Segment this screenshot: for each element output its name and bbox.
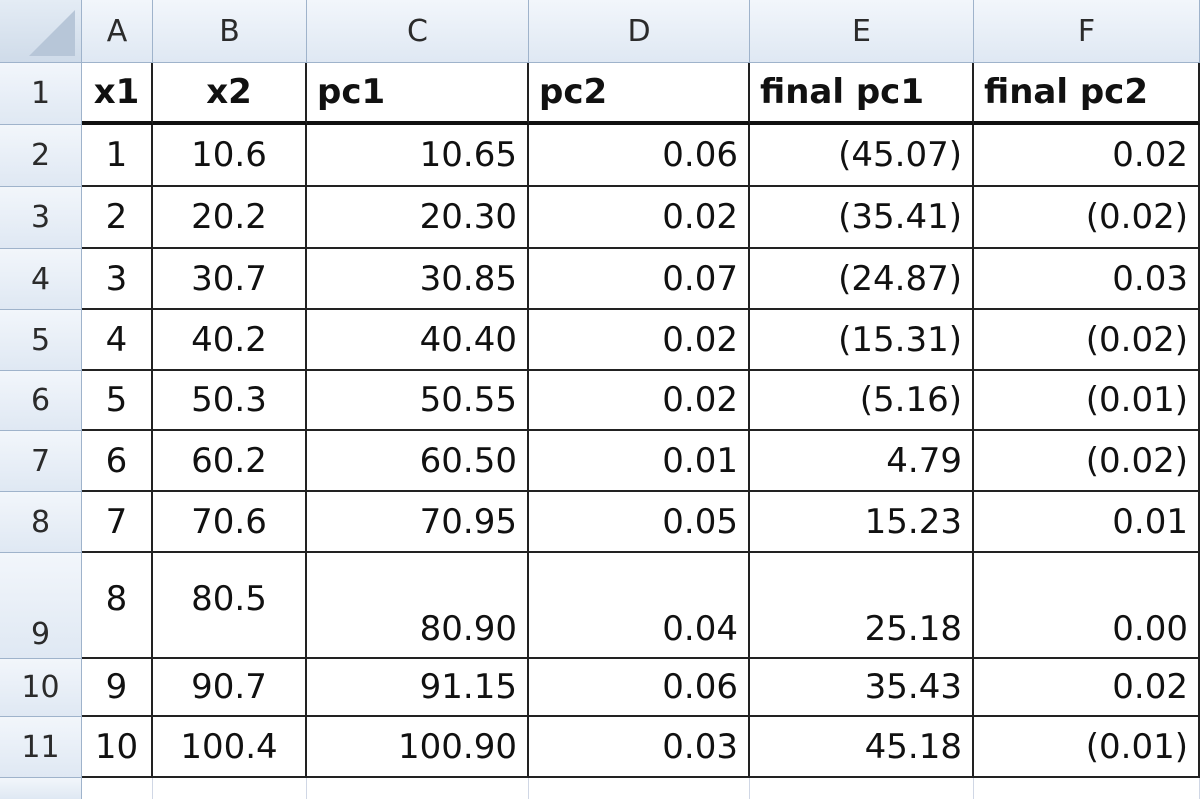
cell-d8[interactable]: 0.05 — [529, 492, 750, 553]
cell-c8[interactable]: 70.95 — [307, 492, 529, 553]
cell-b2[interactable]: 10.6 — [153, 125, 307, 187]
cell-a5[interactable]: 4 — [82, 310, 153, 371]
cell-c3[interactable]: 20.30 — [307, 187, 529, 249]
row-header-2[interactable]: 2 — [0, 125, 82, 187]
cell-c7[interactable]: 60.50 — [307, 431, 529, 492]
cell-c5[interactable]: 40.40 — [307, 310, 529, 371]
row-header-4[interactable]: 4 — [0, 249, 82, 310]
cell-f11[interactable]: (0.01) — [974, 717, 1200, 778]
row-header-3[interactable]: 3 — [0, 187, 82, 249]
cell-b7[interactable]: 60.2 — [153, 431, 307, 492]
select-all-icon — [29, 10, 75, 56]
cell-c4[interactable]: 30.85 — [307, 249, 529, 310]
cell-f9[interactable]: 0.00 — [974, 553, 1200, 659]
cell-a11[interactable]: 10 — [82, 717, 153, 778]
cell-b5[interactable]: 40.2 — [153, 310, 307, 371]
cell-f1[interactable]: final pc2 — [974, 63, 1200, 125]
cell-e4[interactable]: (24.87) — [750, 249, 974, 310]
cell-f10[interactable]: 0.02 — [974, 659, 1200, 717]
cell-b3[interactable]: 20.2 — [153, 187, 307, 249]
cell-d11[interactable]: 0.03 — [529, 717, 750, 778]
cell-e8[interactable]: 15.23 — [750, 492, 974, 553]
cell-e2[interactable]: (45.07) — [750, 125, 974, 187]
cell-f3[interactable]: (0.02) — [974, 187, 1200, 249]
cell-b1[interactable]: x2 — [153, 63, 307, 125]
empty-cell[interactable] — [750, 778, 974, 799]
row-header-8[interactable]: 8 — [0, 492, 82, 553]
cell-d2[interactable]: 0.06 — [529, 125, 750, 187]
cell-a4[interactable]: 3 — [82, 249, 153, 310]
cell-d1[interactable]: pc2 — [529, 63, 750, 125]
column-header-f[interactable]: F — [974, 0, 1200, 63]
row-header-1[interactable]: 1 — [0, 63, 82, 125]
cell-e7[interactable]: 4.79 — [750, 431, 974, 492]
cell-a2[interactable]: 1 — [82, 125, 153, 187]
empty-cell[interactable] — [974, 778, 1200, 799]
cell-c1[interactable]: pc1 — [307, 63, 529, 125]
cell-a6[interactable]: 5 — [82, 371, 153, 431]
cell-e10[interactable]: 35.43 — [750, 659, 974, 717]
cell-a1[interactable]: x1 — [82, 63, 153, 125]
cell-e6[interactable]: (5.16) — [750, 371, 974, 431]
cell-a3[interactable]: 2 — [82, 187, 153, 249]
row-header-6[interactable]: 6 — [0, 371, 82, 431]
empty-cell[interactable] — [153, 778, 307, 799]
cell-d3[interactable]: 0.02 — [529, 187, 750, 249]
cell-c11[interactable]: 100.90 — [307, 717, 529, 778]
cell-b6[interactable]: 50.3 — [153, 371, 307, 431]
cell-c10[interactable]: 91.15 — [307, 659, 529, 717]
cell-e5[interactable]: (15.31) — [750, 310, 974, 371]
cell-d10[interactable]: 0.06 — [529, 659, 750, 717]
cell-a9[interactable]: 8 — [82, 553, 153, 659]
column-header-c[interactable]: C — [307, 0, 529, 63]
cell-e9[interactable]: 25.18 — [750, 553, 974, 659]
cell-e11[interactable]: 45.18 — [750, 717, 974, 778]
column-header-e[interactable]: E — [750, 0, 974, 63]
cell-d4[interactable]: 0.07 — [529, 249, 750, 310]
cell-d5[interactable]: 0.02 — [529, 310, 750, 371]
row-header-11[interactable]: 11 — [0, 717, 82, 778]
cell-f8[interactable]: 0.01 — [974, 492, 1200, 553]
row-header-7[interactable]: 7 — [0, 431, 82, 492]
empty-cell[interactable] — [82, 778, 153, 799]
cell-f5[interactable]: (0.02) — [974, 310, 1200, 371]
cell-c2[interactable]: 10.65 — [307, 125, 529, 187]
cell-f6[interactable]: (0.01) — [974, 371, 1200, 431]
row-header-9[interactable]: 9 — [0, 553, 82, 659]
cell-f2[interactable]: 0.02 — [974, 125, 1200, 187]
empty-cell[interactable] — [529, 778, 750, 799]
cell-e1[interactable]: final pc1 — [750, 63, 974, 125]
cell-b11[interactable]: 100.4 — [153, 717, 307, 778]
cell-a10[interactable]: 9 — [82, 659, 153, 717]
cell-e3[interactable]: (35.41) — [750, 187, 974, 249]
select-all-corner[interactable] — [0, 0, 82, 63]
cell-a7[interactable]: 6 — [82, 431, 153, 492]
empty-cell[interactable] — [307, 778, 529, 799]
cell-b4[interactable]: 30.7 — [153, 249, 307, 310]
column-header-d[interactable]: D — [529, 0, 750, 63]
cell-b9[interactable]: 80.5 — [153, 553, 307, 659]
cell-c6[interactable]: 50.55 — [307, 371, 529, 431]
cell-d6[interactable]: 0.02 — [529, 371, 750, 431]
cell-f7[interactable]: (0.02) — [974, 431, 1200, 492]
cell-f4[interactable]: 0.03 — [974, 249, 1200, 310]
cell-d7[interactable]: 0.01 — [529, 431, 750, 492]
column-header-b[interactable]: B — [153, 0, 307, 63]
cell-b8[interactable]: 70.6 — [153, 492, 307, 553]
cell-c9[interactable]: 80.90 — [307, 553, 529, 659]
cell-a8[interactable]: 7 — [82, 492, 153, 553]
cell-d9[interactable]: 0.04 — [529, 553, 750, 659]
column-header-a[interactable]: A — [82, 0, 153, 63]
row-header-10[interactable]: 10 — [0, 659, 82, 717]
row-header-5[interactable]: 5 — [0, 310, 82, 371]
cell-b10[interactable]: 90.7 — [153, 659, 307, 717]
row-header-partial — [0, 778, 82, 799]
